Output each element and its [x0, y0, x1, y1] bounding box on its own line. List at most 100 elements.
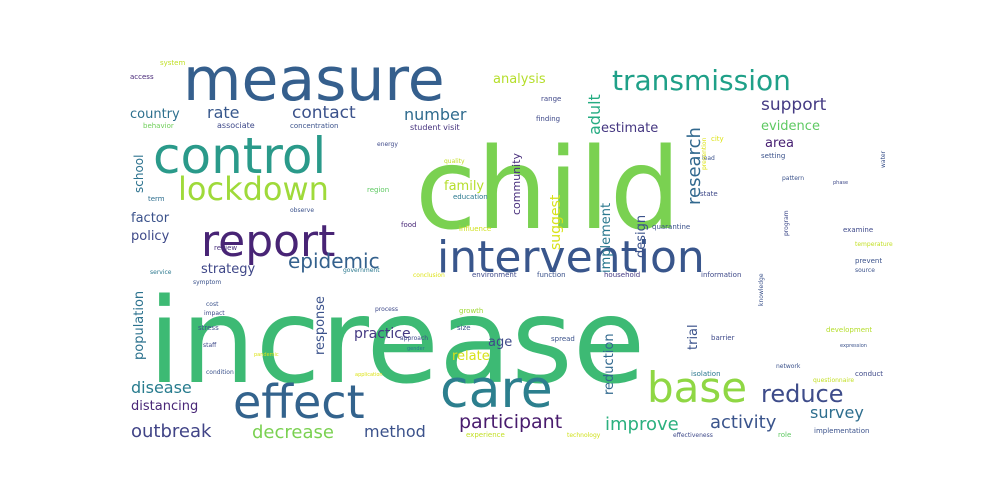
cloud-word-approach: approach: [400, 335, 428, 342]
cloud-word-participant: participant: [459, 411, 562, 433]
cloud-word-adult: adult: [585, 94, 604, 135]
cloud-word-growth: growth: [459, 307, 483, 315]
cloud-word-child: child: [415, 125, 681, 255]
cloud-word-conclusion: conclusion: [413, 272, 445, 279]
cloud-word-cost: cost: [206, 301, 219, 308]
cloud-word-care: care: [440, 360, 553, 420]
cloud-word-pattern: pattern: [782, 175, 804, 182]
cloud-word-prevent: prevent: [855, 257, 882, 265]
cloud-word-activity: activity: [710, 412, 777, 433]
cloud-word-gender: gender: [407, 346, 426, 352]
cloud-word-school: school: [132, 155, 146, 193]
cloud-word-policy: policy: [131, 229, 170, 244]
cloud-word-strategy: strategy: [201, 262, 256, 277]
cloud-word-examine: examine: [843, 226, 873, 234]
cloud-word-associate: associate: [217, 121, 255, 130]
cloud-word-condition: condition: [206, 369, 234, 376]
cloud-word-system: system: [160, 59, 185, 67]
cloud-word-design: design: [634, 215, 649, 258]
cloud-word-suggest: suggest: [548, 194, 564, 250]
cloud-word-area: area: [765, 136, 794, 151]
cloud-word-country: country: [130, 107, 180, 122]
cloud-word-support: support: [761, 95, 827, 115]
cloud-word-improve: improve: [605, 414, 679, 435]
cloud-word-quality: quality: [444, 158, 465, 165]
cloud-word-service: service: [150, 269, 172, 276]
cloud-word-lockdown: lockdown: [178, 170, 329, 208]
cloud-word-information: information: [701, 271, 741, 279]
cloud-word-relate: relate: [452, 349, 490, 364]
cloud-word-function: function: [537, 271, 566, 279]
cloud-word-prevention: prevention: [701, 137, 708, 170]
cloud-word-reduce: reduce: [761, 380, 844, 408]
cloud-word-evidence: evidence: [761, 119, 820, 134]
cloud-word-estimate: estimate: [601, 121, 658, 136]
cloud-word-food: food: [401, 221, 416, 229]
cloud-word-measure: measure: [183, 45, 445, 115]
cloud-word-technology: technology: [567, 432, 601, 439]
cloud-word-intervention: intervention: [437, 232, 705, 283]
cloud-word-network: network: [776, 363, 801, 370]
cloud-word-education: education: [453, 193, 488, 201]
cloud-word-community: community: [510, 152, 523, 215]
cloud-word-method: method: [364, 422, 426, 441]
cloud-word-term: term: [148, 195, 165, 203]
cloud-word-disease: disease: [131, 378, 192, 397]
cloud-word-response: response: [313, 296, 328, 355]
cloud-word-review: review: [214, 244, 237, 252]
cloud-word-environment: environment: [472, 271, 517, 279]
cloud-word-conduct: conduct: [855, 370, 883, 378]
cloud-word-finding: finding: [536, 115, 560, 123]
cloud-word-energy: energy: [377, 141, 398, 148]
cloud-word-expression: expression: [840, 343, 867, 349]
cloud-word-household: household: [604, 271, 640, 279]
cloud-word-student-visit: student visit: [410, 123, 460, 132]
cloud-word-development: development: [826, 326, 872, 334]
cloud-word-base: base: [647, 363, 747, 412]
cloud-word-analysis: analysis: [493, 72, 546, 87]
cloud-word-influence: influence: [459, 225, 491, 233]
cloud-word-population: population: [132, 291, 147, 360]
cloud-word-concentration: concentration: [290, 122, 338, 130]
cloud-word-size: size: [457, 324, 471, 332]
cloud-word-family: family: [444, 179, 484, 194]
cloud-word-quarantine: quarantine: [652, 223, 690, 231]
cloud-word-program: program: [783, 210, 790, 236]
cloud-word-state: state: [700, 190, 718, 198]
cloud-word-behavior: behavior: [143, 122, 174, 130]
cloud-word-city: city: [711, 135, 724, 143]
cloud-word-range: range: [541, 95, 561, 103]
cloud-word-lead: lead: [702, 155, 715, 162]
cloud-word-effect: effect: [233, 375, 365, 429]
cloud-word-practice: practice: [354, 326, 411, 342]
cloud-word-access: access: [130, 73, 154, 81]
cloud-word-temperature: temperature: [855, 241, 893, 248]
cloud-word-application: application: [355, 372, 383, 378]
cloud-word-pandemic: pandemic: [254, 352, 279, 358]
cloud-word-number: number: [404, 105, 467, 124]
cloud-word-water: water: [880, 150, 887, 168]
cloud-word-barrier: barrier: [711, 334, 735, 342]
cloud-word-setting: setting: [761, 152, 785, 160]
cloud-word-epidemic: epidemic: [288, 249, 380, 273]
cloud-word-spread: spread: [551, 335, 575, 343]
cloud-word-implementation: implementation: [814, 427, 869, 435]
cloud-word-impact: impact: [204, 310, 225, 317]
cloud-word-region: region: [367, 186, 389, 194]
cloud-word-role: role: [778, 431, 791, 439]
cloud-word-observe: observe: [290, 207, 314, 214]
cloud-word-report: report: [201, 216, 335, 267]
cloud-word-outbreak: outbreak: [131, 421, 212, 442]
cloud-word-phase: phase: [833, 180, 848, 186]
cloud-word-staff: staff: [203, 342, 217, 349]
cloud-word-process: process: [375, 306, 398, 313]
cloud-word-stress: stress: [198, 324, 219, 332]
cloud-word-isolation: isolation: [691, 370, 721, 378]
cloud-word-trial: trial: [686, 324, 701, 350]
cloud-word-government: government: [343, 267, 380, 274]
cloud-word-increase: increase: [148, 272, 645, 410]
cloud-word-transmission: transmission: [612, 64, 791, 97]
cloud-word-effectiveness: effectiveness: [673, 432, 713, 439]
cloud-word-control: control: [153, 127, 326, 185]
